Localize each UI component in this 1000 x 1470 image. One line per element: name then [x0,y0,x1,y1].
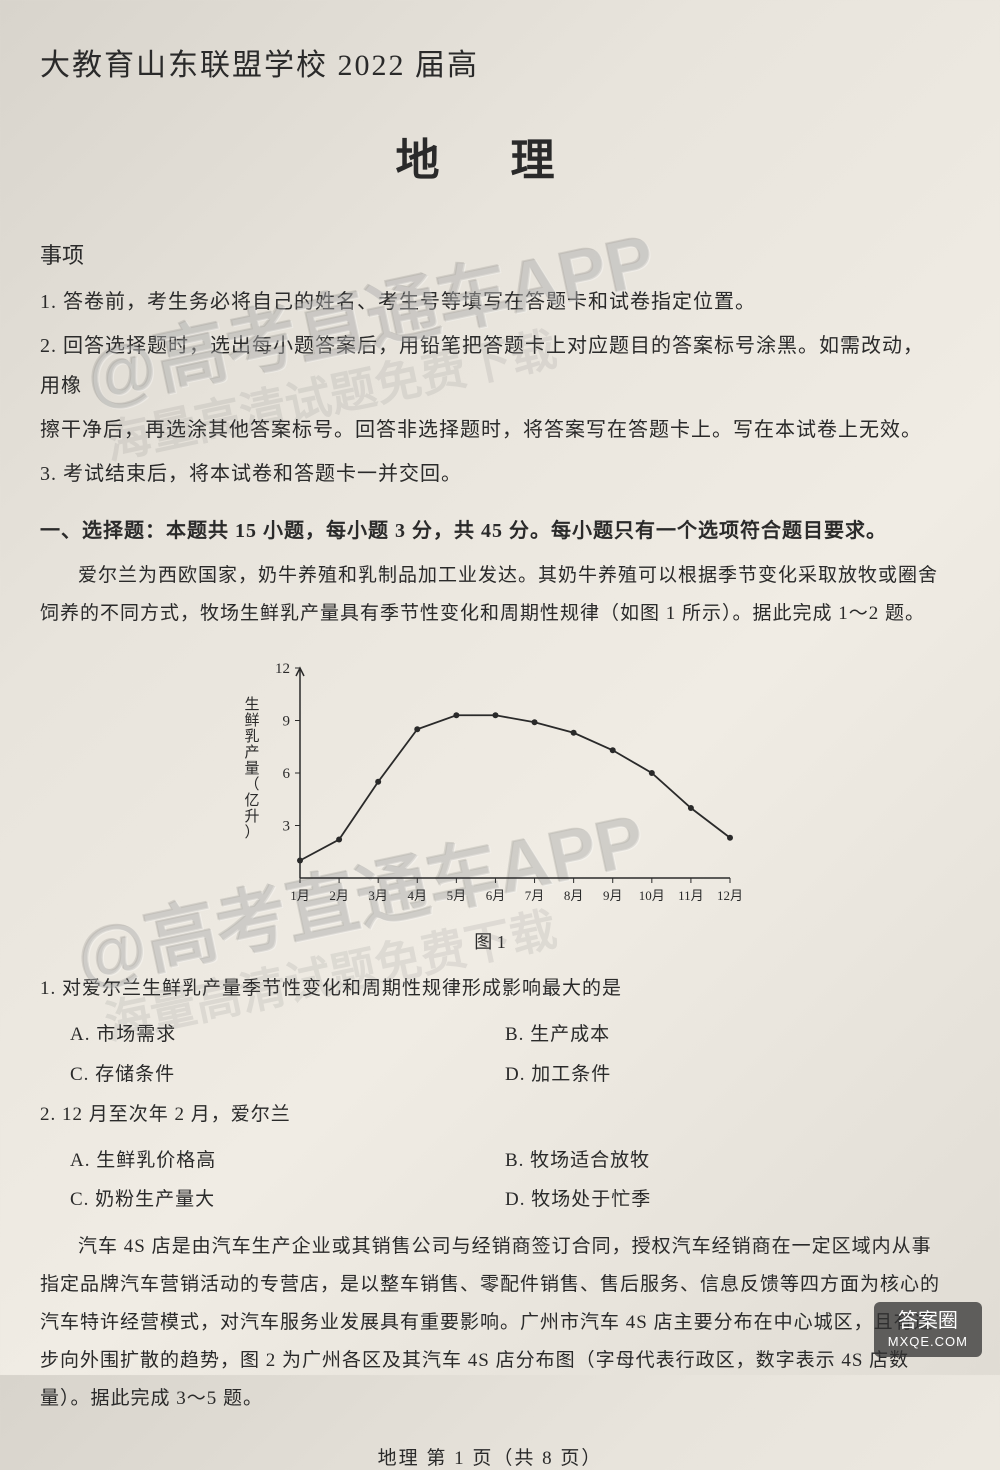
svg-text:3: 3 [283,819,291,835]
passage-1: 爱尔兰为西欧国家，奶牛养殖和乳制品加工业发达。其奶牛养殖可以根据季节变化采取放牧… [40,557,940,633]
badge-line2: MXQE.COM [888,1334,968,1351]
svg-text:6: 6 [283,766,291,782]
svg-text:9月: 9月 [603,888,623,903]
svg-text:9: 9 [283,714,291,730]
page-header: 大教育山东联盟学校 2022 届高 [40,40,940,84]
svg-text:12: 12 [275,661,290,677]
q1-option-a: A. 市场需求 [70,1015,505,1055]
notice-heading: 事项 [40,238,940,270]
q1-option-d: D. 加工条件 [505,1055,940,1095]
chart-svg: 3 6 9 12 生鲜乳产量（亿升） 1月 2月 3月 4月 5月 6月 7月 8月 9月 10月 11月 12… [230,648,750,918]
q2-options: A. 生鲜乳价格高 B. 牧场适合放牧 C. 奶粉生产量大 D. 牧场处于忙季 [40,1141,940,1221]
q2-option-b: B. 牧场适合放牧 [505,1141,940,1181]
svg-text:5月: 5月 [447,888,467,903]
svg-text:1月: 1月 [290,888,310,903]
figure-1-caption: 图 1 [40,928,940,954]
svg-text:6月: 6月 [486,888,506,903]
instruction-3: 3. 考试结束后，将本试卷和答题卡一并交回。 [40,454,940,494]
q2-stem: 2. 12 月至次年 2 月，爱尔兰 [40,1095,940,1135]
svg-text:4月: 4月 [408,888,428,903]
q2-option-c: C. 奶粉生产量大 [70,1180,505,1220]
svg-text:7月: 7月 [525,888,545,903]
instruction-2: 2. 回答选择题时，选出每小题答案后，用铅笔把答题卡上对应题目的答案标号涂黑。如… [40,326,940,406]
svg-text:生鲜乳产量（亿升）: 生鲜乳产量（亿升） [244,696,259,841]
corner-badge: 答案圈 MXQE.COM [874,1302,982,1357]
svg-text:12月: 12月 [717,888,743,903]
instruction-2b: 擦干净后，再选涂其他答案标号。回答非选择题时，将答案写在答题卡上。写在本试卷上无… [40,410,940,450]
page-footer: 地理 第 1 页（共 8 页） [40,1443,940,1470]
section-1-title: 一、选择题：本题共 15 小题，每小题 3 分，共 45 分。每小题只有一个选项… [40,514,940,543]
figure-1-chart: 3 6 9 12 生鲜乳产量（亿升） 1月 2月 3月 4月 5月 6月 7月 8月 9月 10月 11月 12… [230,648,750,918]
svg-text:3月: 3月 [368,888,388,903]
svg-text:10月: 10月 [639,888,665,903]
svg-text:11月: 11月 [678,888,704,903]
q2-option-a: A. 生鲜乳价格高 [70,1141,505,1181]
instruction-1: 1. 答卷前，考生务必将自己的姓名、考生号等填写在答题卡和试卷指定位置。 [40,282,940,322]
badge-line1: 答案圈 [888,1308,968,1334]
q2-option-d: D. 牧场处于忙季 [505,1180,940,1220]
q1-option-c: C. 存储条件 [70,1055,505,1095]
subject-title: 地 理 [40,124,940,188]
svg-text:2月: 2月 [329,888,349,903]
passage-2: 汽车 4S 店是由汽车生产企业或其销售公司与经销商签订合同，授权汽车经销商在一定… [40,1228,940,1418]
q1-stem: 1. 对爱尔兰生鲜乳产量季节性变化和周期性规律形成影响最大的是 [40,969,940,1009]
q1-options: A. 市场需求 B. 生产成本 C. 存储条件 D. 加工条件 [40,1015,940,1095]
q1-option-b: B. 生产成本 [505,1015,940,1055]
svg-text:8月: 8月 [564,888,584,903]
